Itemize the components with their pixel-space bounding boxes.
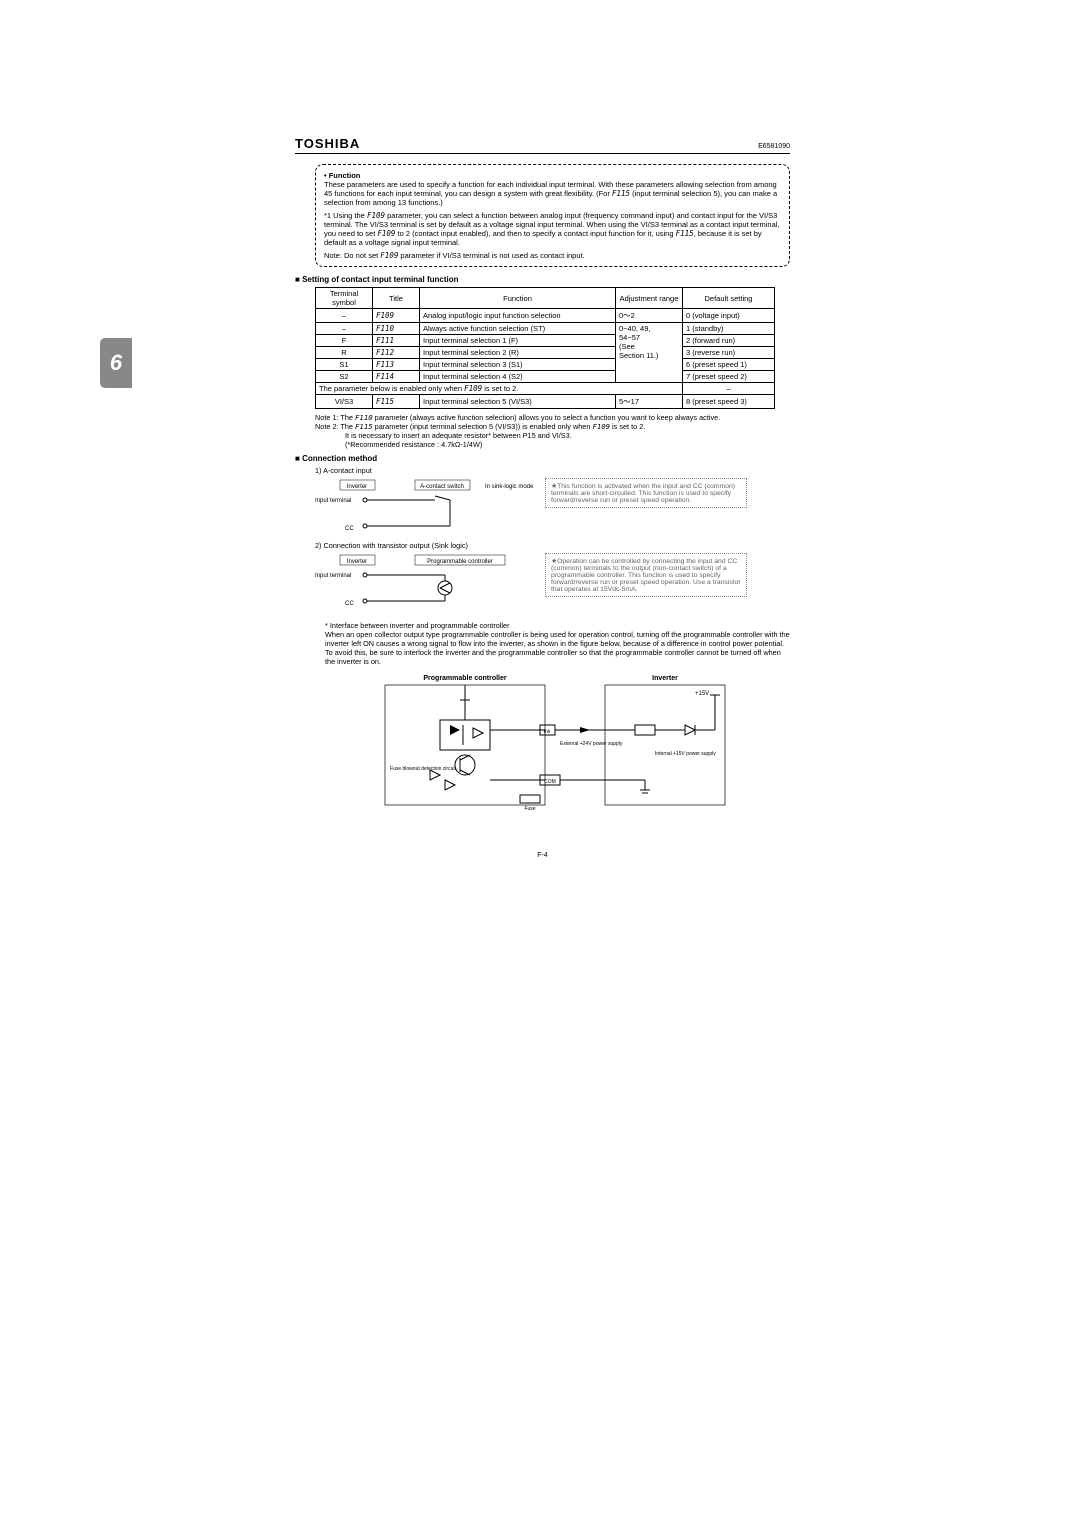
table-span-row: The parameter below is enabled only when… [316, 383, 775, 395]
svg-text:+15V: +15V [695, 691, 709, 697]
connection-diagram-1: 1) A-contact input Inverter A-contact sw… [315, 466, 790, 613]
svg-text:CC: CC [345, 526, 354, 532]
table-row: VI/S3F115Input terminal selection 5 (VI/… [316, 395, 775, 409]
table-heading: Setting of contact input terminal functi… [295, 275, 790, 284]
conn-heading: Connection method [295, 454, 790, 463]
table-row: –F110Always active function selection (S… [316, 323, 775, 335]
table-row: S2F114Input terminal selection 4 (S2)7 (… [316, 371, 775, 383]
svg-text:Input terminal: Input terminal [315, 573, 351, 579]
svg-text:External +24V power supply: External +24V power supply [560, 741, 623, 747]
table-header-row: Terminal symbol Title Function Adjustmen… [316, 288, 775, 309]
brand: TOSHIBA [295, 136, 360, 151]
d1-note: ★This function is activated when the inp… [545, 478, 747, 508]
table-row: S1F113Input terminal selection 3 (S1)6 (… [316, 359, 775, 371]
interface-note: * Interface between inverter and program… [325, 621, 790, 666]
svg-text:Ink: Ink [544, 729, 551, 735]
svg-text:Inverter: Inverter [347, 559, 367, 565]
page-content: TOSHIBA E6581090 • Function These parame… [295, 136, 790, 859]
svg-text:Input terminal: Input terminal [315, 498, 351, 504]
d2-note: ★Operation can be controlled by connecti… [545, 553, 747, 597]
table-row: RF112Input terminal selection 2 (R)3 (re… [316, 347, 775, 359]
svg-text:Inverter: Inverter [347, 484, 367, 490]
function-box: • Function These parameters are used to … [315, 164, 790, 267]
notes-block: Note 1: The F110 parameter (always activ… [315, 413, 790, 449]
transistor-diagram: Inverter Programmable controller Input t… [315, 553, 535, 613]
func-p1: These parameters are used to specify a f… [324, 180, 781, 207]
svg-text:COM: COM [544, 779, 556, 785]
svg-text:Programmable controller: Programmable controller [423, 675, 507, 682]
page-header: TOSHIBA E6581090 [295, 136, 790, 154]
svg-text:Fuse: Fuse [524, 806, 535, 812]
func-title: • Function [324, 171, 781, 180]
svg-text:A-contact switch: A-contact switch [420, 484, 464, 490]
svg-text:Programmable controller: Programmable controller [427, 559, 493, 565]
section-tab: 6 [100, 338, 132, 388]
table-row: –F109Analog input/logic input function s… [316, 309, 775, 323]
terminal-table: Terminal symbol Title Function Adjustmen… [315, 287, 775, 409]
func-p2: *1 Using the F109 parameter, you can sel… [324, 211, 781, 247]
svg-text:CC: CC [345, 601, 354, 607]
doc-id: E6581090 [758, 143, 790, 150]
svg-text:Inverter: Inverter [652, 675, 678, 682]
page-number: F-4 [295, 852, 790, 859]
svg-text:Fuse blowout detection circuit: Fuse blowout detection circuit [390, 766, 456, 772]
interface-diagram: Programmable controller Inverter +15V Fu… [345, 670, 790, 822]
svg-text:In sink-logic mode: In sink-logic mode [485, 484, 534, 490]
svg-text:Internal +15V power supply: Internal +15V power supply [655, 751, 716, 757]
a-contact-diagram: Inverter A-contact switch In sink-logic … [315, 478, 535, 538]
table-row: FF111Input terminal selection 1 (F)2 (fo… [316, 335, 775, 347]
func-note: Note: Do not set F109 parameter if VI/S3… [324, 251, 781, 260]
